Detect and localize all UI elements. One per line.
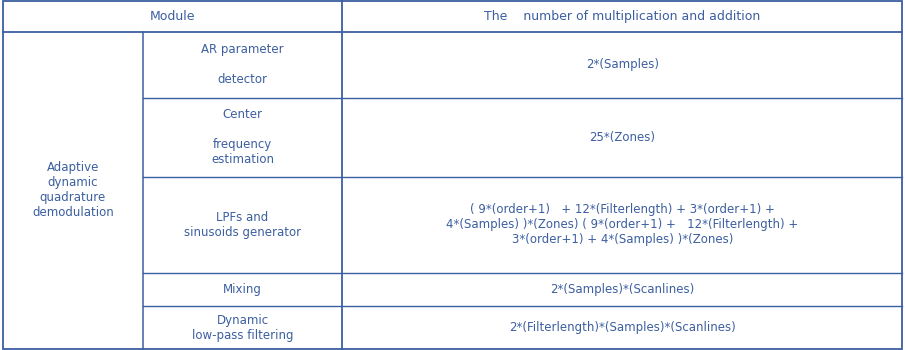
Text: Module: Module (149, 10, 195, 23)
Text: Mixing: Mixing (224, 283, 262, 296)
Text: AR parameter

detector: AR parameter detector (201, 43, 284, 86)
Text: Dynamic
low-pass filtering: Dynamic low-pass filtering (192, 314, 293, 342)
Text: 2*(Filterlength)*(Samples)*(Scanlines): 2*(Filterlength)*(Samples)*(Scanlines) (509, 321, 736, 334)
Text: Adaptive
dynamic
quadrature
demodulation: Adaptive dynamic quadrature demodulation (32, 161, 114, 219)
Text: LPFs and
sinusoids generator: LPFs and sinusoids generator (184, 211, 301, 239)
Text: ( 9*(order+1)   + 12*(Filterlength) + 3*(order+1) +
4*(Samples) )*(Zones) ( 9*(o: ( 9*(order+1) + 12*(Filterlength) + 3*(o… (446, 203, 798, 246)
Text: 2*(Samples)*(Scanlines): 2*(Samples)*(Scanlines) (550, 283, 694, 296)
Text: The    number of multiplication and addition: The number of multiplication and additio… (484, 10, 760, 23)
Text: 25*(Zones): 25*(Zones) (589, 131, 655, 144)
Text: 2*(Samples): 2*(Samples) (586, 58, 659, 71)
Text: Center

frequency
estimation: Center frequency estimation (211, 108, 274, 166)
